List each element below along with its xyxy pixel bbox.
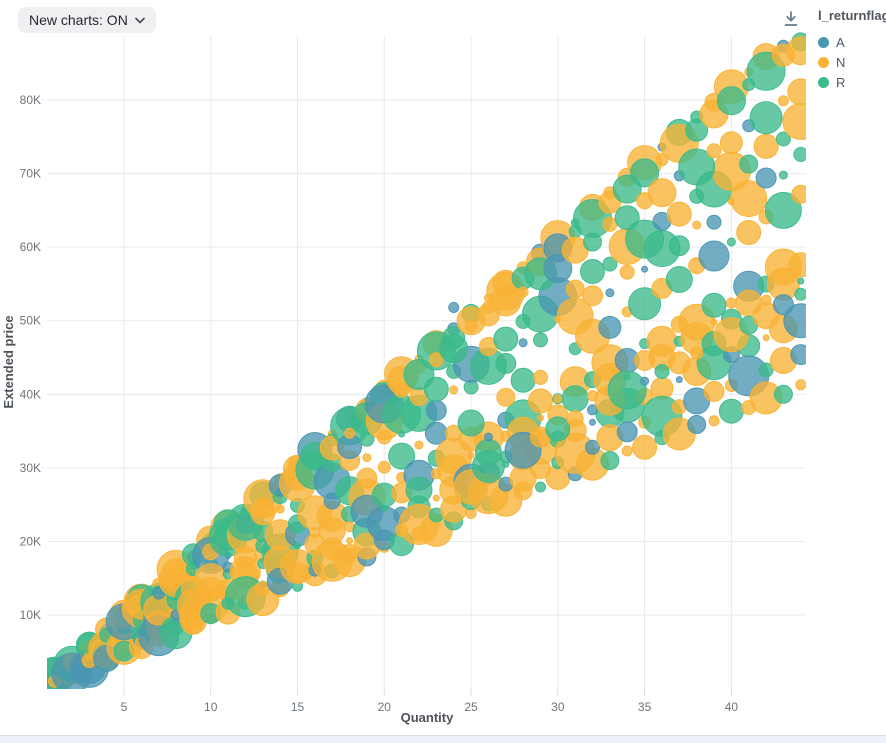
svg-text:25: 25: [464, 700, 478, 714]
svg-text:10K: 10K: [20, 608, 41, 622]
series-n-label: N: [836, 54, 846, 70]
svg-text:80K: 80K: [20, 93, 41, 107]
legend: l_returnflag A N R: [818, 8, 886, 92]
series-a-label: A: [836, 34, 845, 50]
svg-text:20K: 20K: [20, 534, 41, 548]
download-icon: [784, 10, 798, 26]
svg-text:5: 5: [121, 700, 128, 714]
svg-text:40K: 40K: [20, 387, 41, 401]
svg-text:Extended price: Extended price: [1, 315, 16, 408]
svg-text:Quantity: Quantity: [401, 710, 454, 725]
new-charts-toggle[interactable]: New charts: ON: [18, 7, 156, 33]
series-r-label: R: [836, 74, 846, 90]
legend-item-a[interactable]: A: [818, 32, 884, 52]
svg-text:15: 15: [291, 700, 305, 714]
svg-text:30: 30: [551, 700, 565, 714]
svg-text:35: 35: [638, 700, 652, 714]
svg-text:50K: 50K: [20, 314, 41, 328]
new-charts-label: New charts: ON: [29, 12, 128, 28]
chevron-down-icon: [135, 17, 145, 23]
legend-title: l_returnflag: [818, 8, 886, 23]
svg-text:30K: 30K: [20, 461, 41, 475]
svg-text:40: 40: [725, 700, 739, 714]
series-r-swatch: [818, 76, 829, 88]
download-button[interactable]: [777, 5, 805, 31]
svg-text:70K: 70K: [20, 167, 41, 181]
bottom-scroll-area: [0, 735, 886, 743]
series-a-swatch: [818, 36, 829, 48]
legend-item-n[interactable]: N: [818, 52, 884, 72]
svg-text:60K: 60K: [20, 240, 41, 254]
legend-item-r[interactable]: R: [818, 72, 884, 92]
series-n-swatch: [818, 56, 829, 68]
svg-text:20: 20: [378, 700, 392, 714]
svg-text:10: 10: [204, 700, 218, 714]
